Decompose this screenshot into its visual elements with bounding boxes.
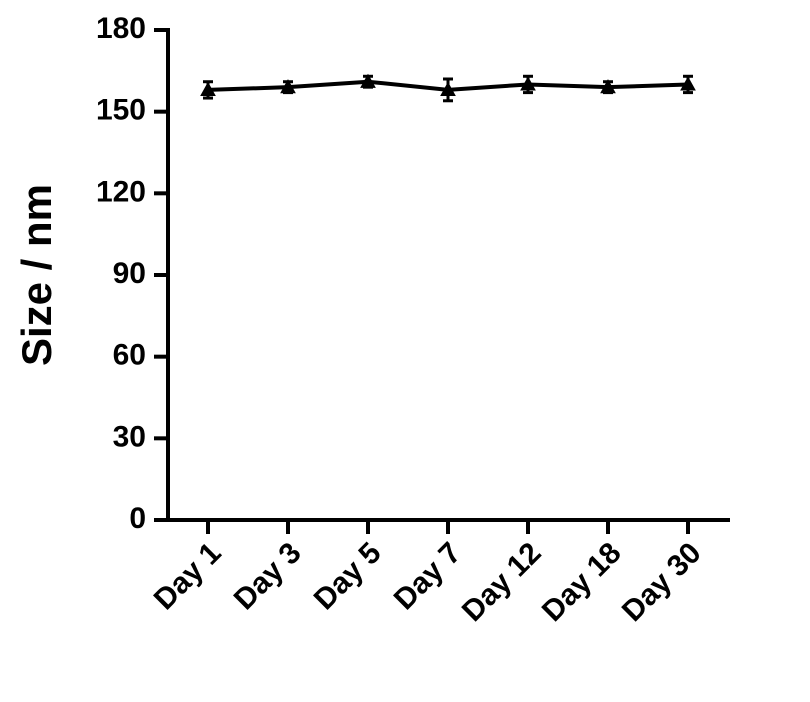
- y-axis-label: Size / nm: [13, 184, 60, 366]
- y-tick-label: 90: [113, 257, 146, 290]
- y-tick-label: 180: [96, 12, 146, 45]
- y-tick-label: 60: [113, 339, 146, 372]
- y-tick-label: 120: [96, 175, 146, 208]
- y-tick-label: 150: [96, 94, 146, 127]
- y-tick-label: 30: [113, 420, 146, 453]
- y-tick-label: 0: [129, 502, 146, 535]
- chart-container: 0306090120150180Day 1Day 3Day 5Day 7Day …: [0, 0, 810, 702]
- line-chart: 0306090120150180Day 1Day 3Day 5Day 7Day …: [0, 0, 810, 702]
